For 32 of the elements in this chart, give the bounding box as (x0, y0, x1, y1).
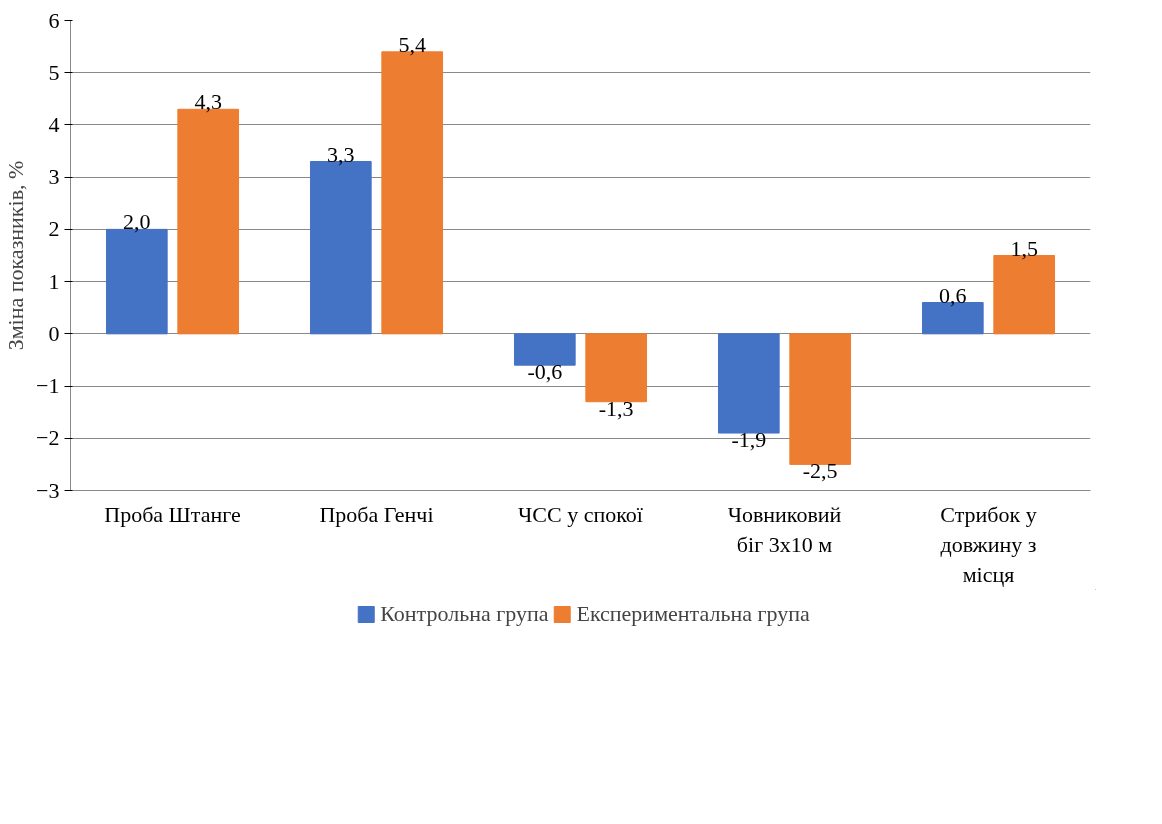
data-label: 2,0 (123, 209, 151, 235)
y-tick-label: 3 (48, 164, 60, 190)
x-tick-label: Проба Генчі (319, 501, 434, 527)
bar (513, 333, 576, 366)
legend-label: Контрольна група (380, 601, 549, 627)
y-tick-label: 1 (48, 268, 60, 294)
data-label: 3,3 (327, 141, 355, 167)
y-tick-label: −2 (36, 425, 60, 451)
y-tick-label: 0 (48, 320, 60, 346)
x-tick-label: ЧСС у спокої (518, 501, 644, 527)
y-axis-title: Зміна показників, % (3, 160, 29, 351)
bar (717, 333, 780, 434)
y-tick-label: 2 (48, 216, 60, 242)
legend-label: Експериментальна група (576, 601, 810, 627)
data-label: -0,6 (527, 359, 563, 385)
data-label: 5,4 (398, 31, 426, 57)
bar (585, 333, 648, 403)
data-label: 1,5 (1010, 235, 1038, 261)
data-label: -2,5 (802, 458, 838, 484)
x-tick-label: Стрибок у довжину з місця (940, 501, 1037, 587)
x-tick-label: Човниковий біг 3х10 м (727, 501, 842, 557)
y-tick-label: −1 (36, 373, 60, 399)
y-tick-label: −3 (36, 477, 60, 503)
bar (789, 333, 852, 465)
data-label: 0,6 (939, 282, 967, 308)
y-tick-label: 4 (48, 111, 60, 137)
data-label: 4,3 (194, 89, 222, 115)
x-tick-label: Проба Штанге (104, 501, 241, 527)
y-tick-label: 5 (48, 59, 60, 85)
data-label: -1,3 (598, 395, 634, 421)
data-label: -1,9 (731, 427, 767, 453)
y-tick-label: 6 (48, 7, 60, 33)
